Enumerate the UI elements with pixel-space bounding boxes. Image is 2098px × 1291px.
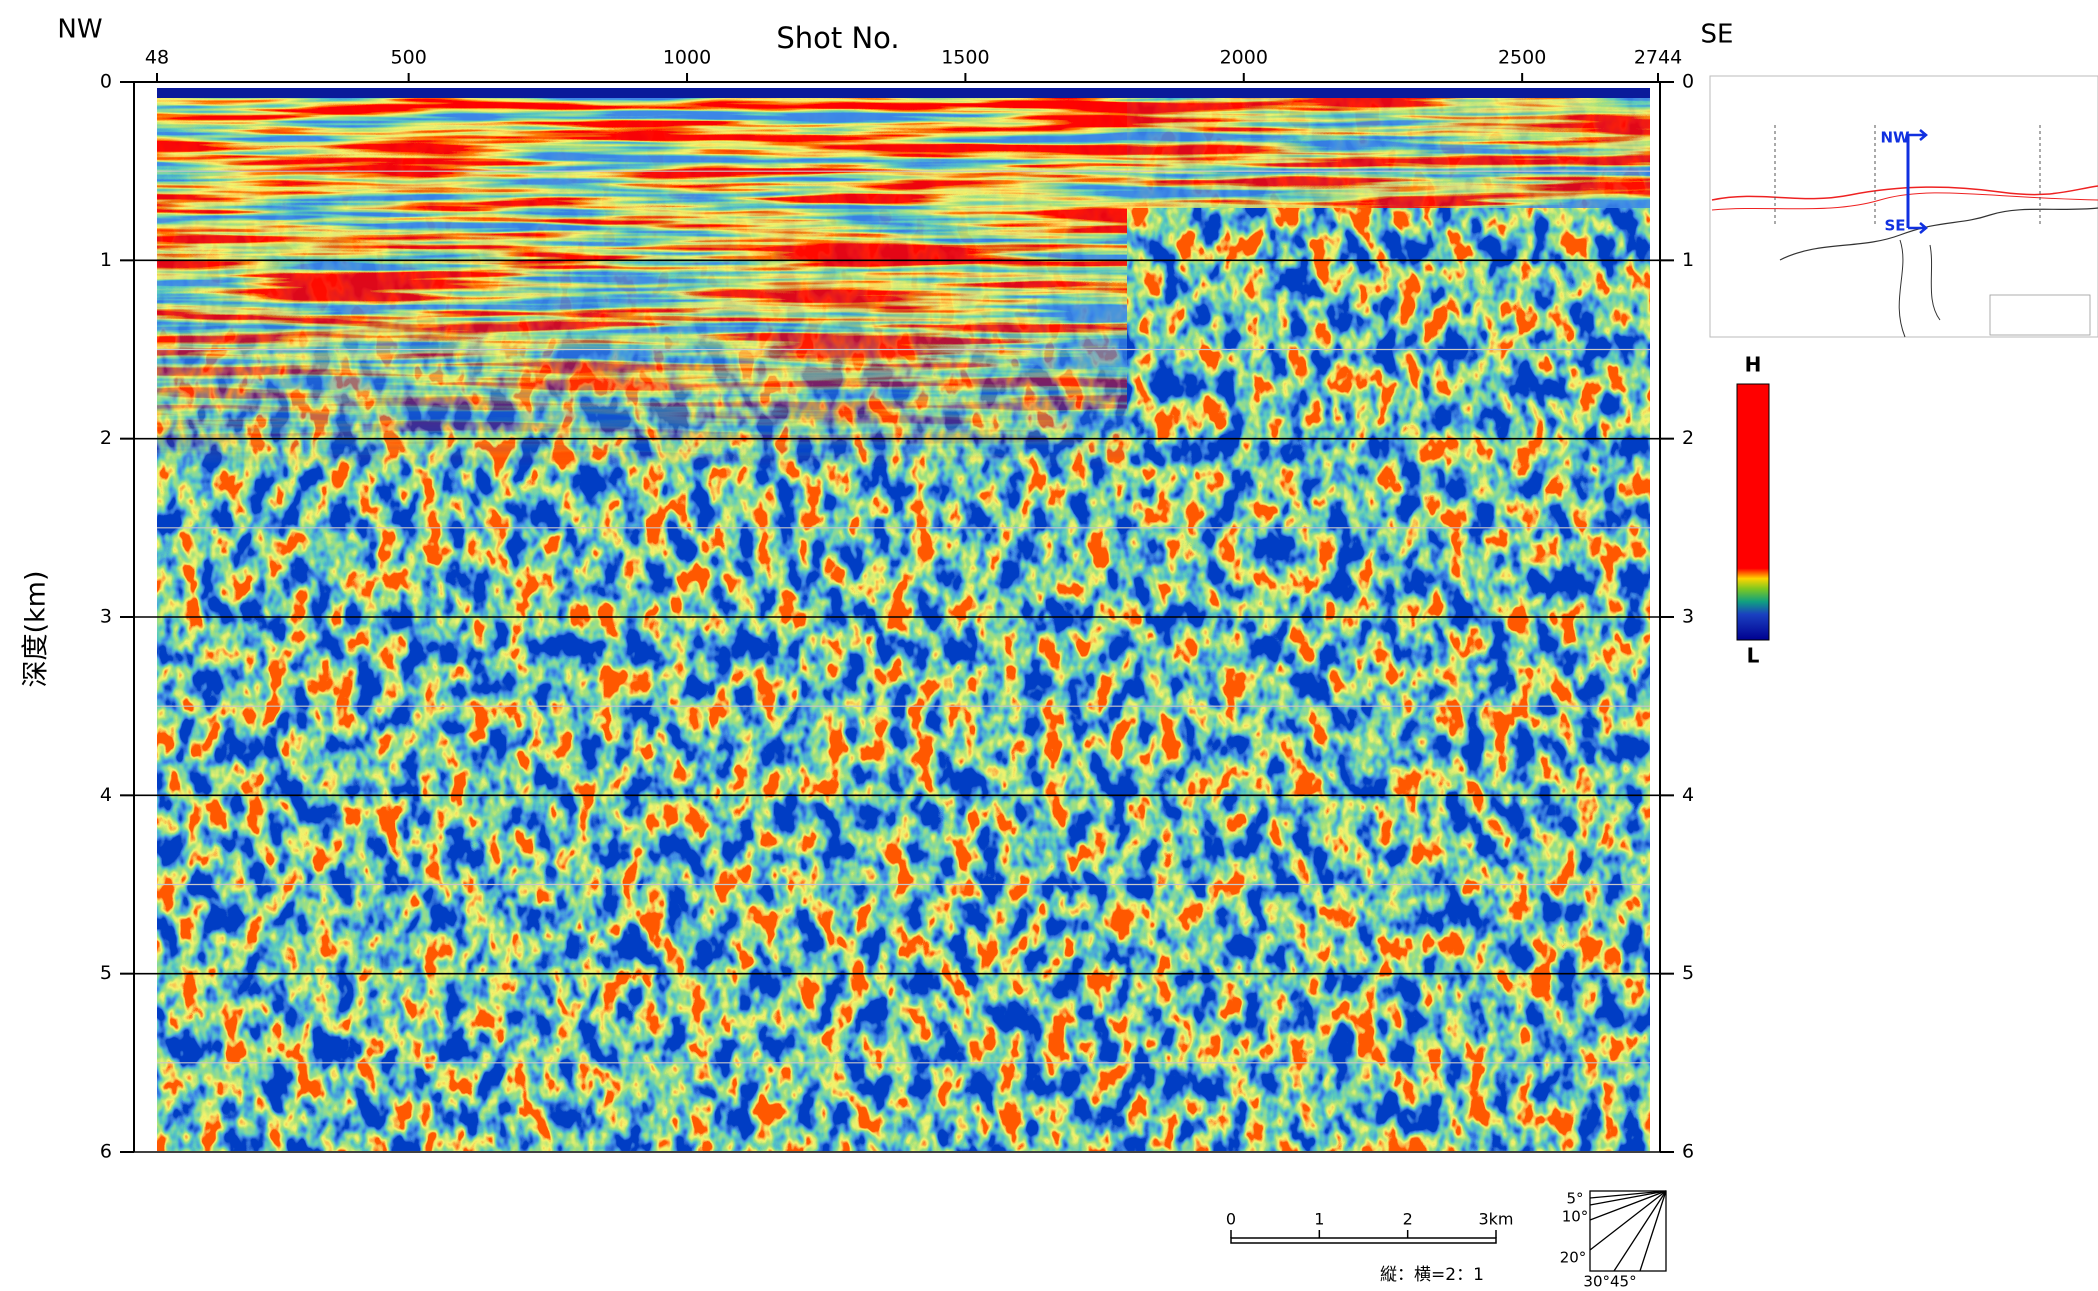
grid bbox=[134, 81, 1660, 1153]
y-tick-label: 4 bbox=[100, 784, 112, 806]
y-tick-label: 3 bbox=[1682, 606, 1694, 628]
x-tick-label: 1000 bbox=[663, 47, 711, 69]
y-tick-label: 1 bbox=[1682, 249, 1694, 271]
axes: 0 0 1 1 2 2 3 3 4 4 5 5 6 6 48 500 1000 1500 2000 2500 2744 bbox=[100, 47, 1694, 1163]
x-tick-label: 48 bbox=[145, 47, 169, 69]
dip-label: 5° bbox=[1566, 1190, 1583, 1208]
y-tick-label: 0 bbox=[100, 71, 112, 93]
water-layer bbox=[157, 88, 1650, 98]
colorbar bbox=[1736, 383, 1770, 641]
y-tick-label: 5 bbox=[1682, 962, 1694, 984]
direction-label: SE bbox=[1701, 20, 1734, 50]
y-tick-label: 2 bbox=[1682, 427, 1694, 449]
reflector-layers bbox=[157, 88, 1650, 468]
direction-label: NW bbox=[57, 15, 102, 45]
x-tick-label: 2744 bbox=[1634, 47, 1682, 69]
y-tick-label: 5 bbox=[100, 962, 112, 984]
y-tick-label: 6 bbox=[1682, 1141, 1694, 1163]
dip-label: 20° bbox=[1560, 1249, 1587, 1267]
x-tick-label: 2500 bbox=[1498, 47, 1546, 69]
y-tick-label: 2 bbox=[100, 427, 112, 449]
x-tick-label: 2000 bbox=[1220, 47, 1268, 69]
x-tick-label: 500 bbox=[391, 47, 427, 69]
colorbar-label: L bbox=[1747, 644, 1760, 668]
colorbar-label: H bbox=[1745, 353, 1762, 377]
y-tick-label: 6 bbox=[100, 1141, 112, 1163]
y-axis-title: 深度(km) bbox=[21, 570, 52, 687]
y-tick-label: 4 bbox=[1682, 784, 1694, 806]
scale-tick-label: 0 bbox=[1226, 1210, 1236, 1229]
inset-map: NW SE bbox=[1709, 75, 2098, 338]
dip-angle-diagram bbox=[1589, 1190, 1667, 1272]
y-tick-label: 1 bbox=[100, 249, 112, 271]
inset-label: NW bbox=[1880, 129, 1910, 147]
y-tick-label: 3 bbox=[100, 606, 112, 628]
inset-label: SE bbox=[1884, 217, 1905, 235]
scale-tick-label: 3km bbox=[1478, 1210, 1513, 1229]
scale-bar: 0 1 2 3km bbox=[1226, 1210, 1514, 1244]
dip-label: 10° bbox=[1562, 1208, 1589, 1226]
scale-ratio: 縦：横=2：1 bbox=[1380, 1265, 1484, 1285]
x-axis-title: Shot No. bbox=[776, 21, 899, 55]
scale-tick-label: 1 bbox=[1314, 1210, 1324, 1229]
y-tick-label: 0 bbox=[1682, 71, 1694, 93]
x-tick-label: 1500 bbox=[941, 47, 989, 69]
dip-label: 30°45° bbox=[1583, 1273, 1636, 1291]
scale-tick-label: 2 bbox=[1403, 1210, 1413, 1229]
